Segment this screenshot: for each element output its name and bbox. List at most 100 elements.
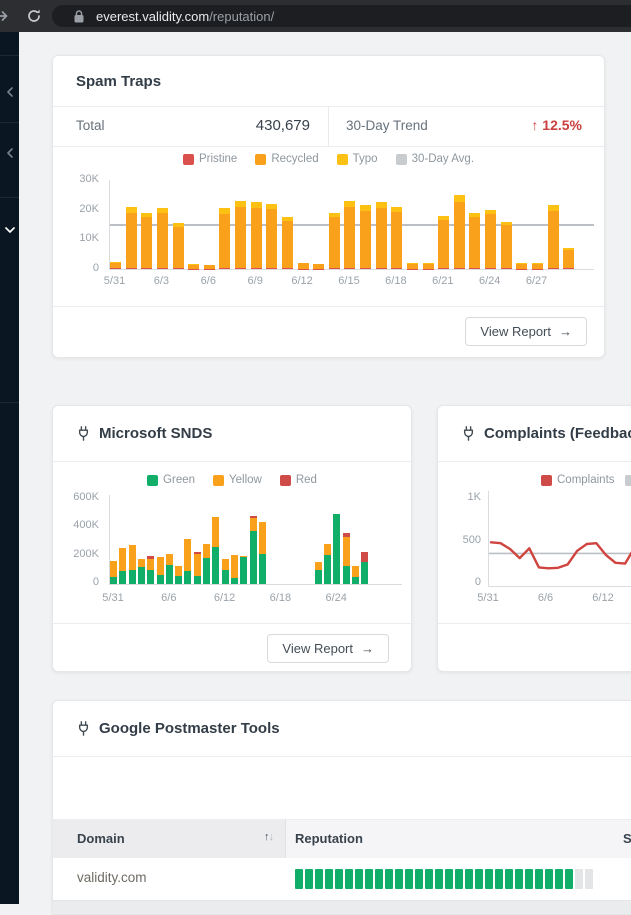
reputation-segment-filled bbox=[515, 869, 523, 889]
y-tick-label: 1K bbox=[467, 491, 481, 503]
reputation-segment-filled bbox=[385, 869, 393, 889]
legend-label: Pristine bbox=[198, 153, 238, 165]
y-tick-label: 0 bbox=[92, 575, 99, 588]
y-tick-label: 30K bbox=[79, 173, 99, 185]
domain-column-label: Domain bbox=[77, 831, 125, 846]
bar-6/1 bbox=[119, 547, 127, 584]
x-tick-label: 6/9 bbox=[247, 275, 263, 287]
spam-traps-y-axis: 30K 20K 10K 0 bbox=[61, 172, 99, 275]
reputation-segment-filled bbox=[495, 869, 503, 889]
reputation-segment-filled bbox=[305, 869, 313, 889]
bar-6/22 bbox=[453, 194, 465, 269]
snds-y-axis: 600K 400K 200K 0 bbox=[61, 490, 99, 589]
legend-item: Pristine bbox=[182, 153, 238, 165]
reputation-segment-filled bbox=[445, 869, 453, 889]
bar-6/7 bbox=[219, 208, 231, 269]
snds-view-report-button[interactable]: View Report → bbox=[267, 634, 389, 663]
reputation-segment-filled bbox=[505, 869, 513, 889]
bar-6/4 bbox=[147, 555, 155, 584]
sidebar-item-expand[interactable] bbox=[3, 223, 17, 237]
y-tick-label: 400K bbox=[73, 519, 99, 532]
spam-traps-card: Spam Traps Total 430,679 30-Day Trend ↑ … bbox=[52, 55, 605, 358]
legend-item: Recycled bbox=[255, 153, 319, 165]
reputation-segment-filled bbox=[415, 869, 423, 889]
snds-card: Microsoft SNDS Green Yellow Red 600K 400K 20… bbox=[52, 405, 412, 672]
y-tick-label: 600K bbox=[73, 491, 99, 503]
stats-divider bbox=[328, 106, 329, 146]
snds-title: Microsoft SNDS bbox=[99, 425, 213, 442]
chevron-left-icon bbox=[7, 148, 13, 158]
x-tick-label: 5/31 bbox=[103, 275, 126, 287]
table-row-validity[interactable]: validity.com bbox=[53, 858, 631, 901]
x-tick-label: 6/21 bbox=[432, 275, 454, 287]
domain-cell: validity.com bbox=[77, 870, 147, 885]
reputation-segment-filled bbox=[525, 869, 533, 889]
legend-item: Typo bbox=[336, 153, 378, 165]
complaints-header: Complaints (Feedback Loops) bbox=[438, 406, 631, 462]
spam-traps-view-report-button[interactable]: View Report → bbox=[465, 317, 587, 346]
reputation-segment-filled bbox=[315, 869, 323, 889]
reputation-segment-filled bbox=[465, 869, 473, 889]
reputation-segment-filled bbox=[295, 869, 303, 889]
sort-icon[interactable]: ↑↓ bbox=[264, 831, 274, 843]
x-tick-label: 6/15 bbox=[338, 275, 360, 287]
trend-value: ↑ 12.5% bbox=[531, 117, 582, 133]
plug-icon bbox=[463, 426, 474, 441]
plug-icon bbox=[78, 721, 89, 736]
snds-x-axis: 5/31 6/6 6/12 6/18 6/24 bbox=[102, 592, 401, 606]
reputation-segment-filled bbox=[355, 869, 363, 889]
table-footer-strip bbox=[53, 901, 631, 914]
divider bbox=[53, 623, 411, 624]
reputation-segment-filled bbox=[475, 869, 483, 889]
bar-6/22 bbox=[314, 561, 322, 584]
bar-6/25 bbox=[342, 533, 350, 584]
column-header-domain[interactable]: Domain ↑↓ bbox=[53, 820, 286, 858]
bar-6/18 bbox=[391, 206, 403, 269]
legend-swatch-icon bbox=[336, 153, 348, 165]
bar-6/8 bbox=[235, 200, 247, 269]
browser-toolbar: everest.validity.com/reputation/ bbox=[0, 0, 631, 32]
x-tick-label: 6/6 bbox=[161, 592, 177, 604]
bar-5/31 bbox=[110, 560, 117, 584]
reload-icon[interactable] bbox=[26, 8, 42, 24]
bar-6/2 bbox=[128, 544, 136, 584]
address-bar[interactable]: everest.validity.com/reputation/ bbox=[52, 5, 631, 27]
bar-6/12 bbox=[221, 559, 229, 584]
reputation-column-label[interactable]: Reputation bbox=[295, 831, 363, 846]
complaints-series-line bbox=[489, 541, 631, 570]
sidebar-item-collapse-1[interactable] bbox=[3, 85, 17, 99]
arrow-right-icon: → bbox=[559, 324, 572, 339]
postmaster-header: Google Postmaster Tools bbox=[53, 701, 631, 757]
bar-6/1 bbox=[125, 206, 137, 269]
reputation-bar bbox=[295, 869, 593, 889]
next-column-label-partial[interactable]: S bbox=[623, 831, 631, 846]
reputation-segment-filled bbox=[345, 869, 353, 889]
bar-5/31 bbox=[110, 261, 121, 269]
reputation-segment-filled bbox=[325, 869, 333, 889]
snds-plot bbox=[109, 495, 402, 585]
forward-icon[interactable] bbox=[0, 8, 9, 24]
url-host: everest.validity.com bbox=[96, 8, 210, 24]
bar-6/24 bbox=[333, 513, 341, 584]
bar-6/11 bbox=[212, 517, 220, 584]
x-tick-label: 6/24 bbox=[478, 275, 501, 287]
bar-6/5 bbox=[188, 264, 200, 269]
complaints-plot bbox=[488, 491, 631, 587]
legend-label: Typo bbox=[352, 153, 378, 165]
y-tick-label: 500 bbox=[462, 533, 481, 546]
plug-icon bbox=[78, 426, 89, 441]
x-tick-label: 6/27 bbox=[525, 275, 548, 287]
lock-icon bbox=[74, 9, 84, 22]
total-value: 430,679 bbox=[255, 117, 310, 134]
x-tick-label: 6/12 bbox=[592, 592, 614, 604]
bar-6/29 bbox=[563, 248, 575, 269]
arrow-right-icon: → bbox=[361, 641, 374, 656]
reputation-segment-filled bbox=[375, 869, 383, 889]
sidebar-item-collapse-2[interactable] bbox=[3, 146, 17, 160]
spam-traps-plot bbox=[109, 180, 594, 270]
x-tick-label: 6/6 bbox=[200, 275, 216, 287]
legend-item: Red bbox=[279, 474, 317, 486]
spam-traps-header: Spam Traps bbox=[53, 56, 604, 107]
legend-label: Green bbox=[163, 474, 196, 486]
x-tick-label: 6/6 bbox=[537, 592, 554, 604]
